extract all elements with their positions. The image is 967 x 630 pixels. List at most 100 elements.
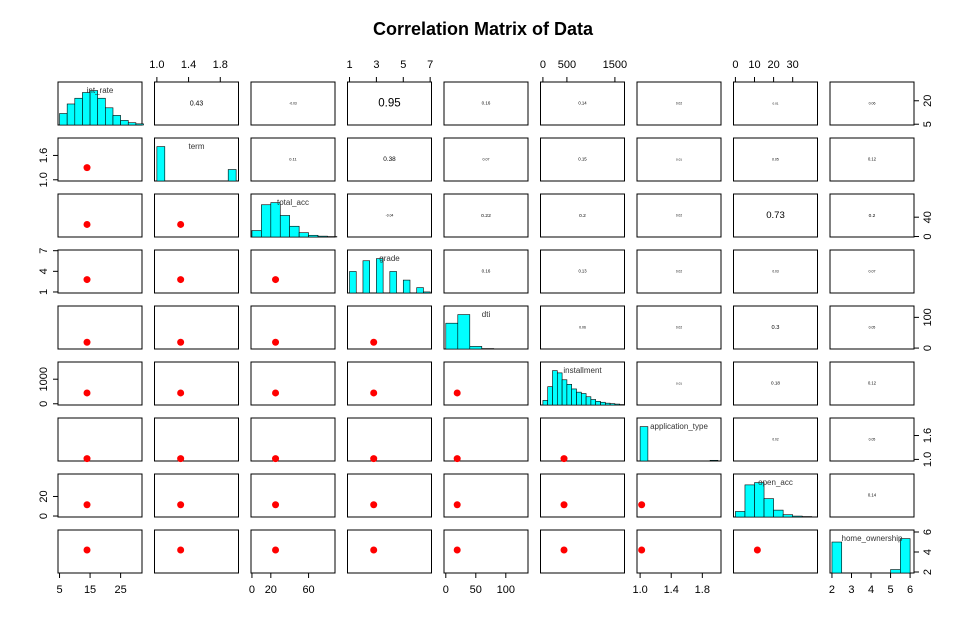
correlation: 0.3 <box>772 325 780 331</box>
histogram-bar <box>561 379 568 406</box>
correlation: 0.01 <box>773 101 779 105</box>
panel <box>636 361 722 406</box>
mean-point <box>560 455 568 463</box>
panel <box>540 137 625 182</box>
y-tick-label: 2 <box>922 569 934 575</box>
panel <box>250 361 336 406</box>
correlation: 0.2 <box>579 213 586 219</box>
variable-name: open_acc <box>758 478 793 487</box>
x-tick-label: 2 <box>829 584 835 596</box>
correlation: 0.73 <box>766 210 785 221</box>
correlation: 0.22 <box>481 213 491 219</box>
histogram-bar <box>376 258 384 294</box>
y-tick-label: 1.0 <box>38 172 50 187</box>
histogram-bar <box>469 346 483 350</box>
panel <box>57 473 143 518</box>
y-tick-label: 0 <box>38 513 50 519</box>
correlation: 0.01 <box>676 381 682 385</box>
correlation: 0.02 <box>772 437 778 441</box>
panel <box>154 529 239 574</box>
y-tick-label: 6 <box>922 529 934 535</box>
panel <box>347 529 432 574</box>
y-tick-label: 0 <box>922 233 934 239</box>
histogram-bar <box>552 370 558 406</box>
correlation: 0.07 <box>868 269 875 273</box>
histogram-bar <box>792 515 803 518</box>
panel <box>154 361 239 406</box>
correlation: 0.18 <box>771 381 780 386</box>
panel <box>57 417 143 462</box>
panel <box>733 305 818 350</box>
mean-point <box>370 389 378 397</box>
histogram-bar <box>600 401 606 406</box>
panel <box>347 473 432 518</box>
panel <box>636 249 722 294</box>
panel <box>540 305 625 350</box>
histogram-bar <box>754 482 765 518</box>
mean-point <box>177 455 185 463</box>
panel <box>443 529 529 574</box>
mean-point <box>83 276 91 284</box>
histogram-bar <box>595 401 601 406</box>
x-tick-label: 1.0 <box>632 584 647 596</box>
y-tick-label: 1000 <box>38 367 50 391</box>
histogram-bar <box>709 459 719 462</box>
mean-point <box>453 389 461 397</box>
panel <box>443 417 529 462</box>
x-tick-label: 60 <box>302 584 314 596</box>
panel <box>154 81 239 126</box>
histogram-bar <box>744 484 755 518</box>
y-tick-label: 20 <box>38 490 50 502</box>
mean-point <box>83 501 91 509</box>
mean-point <box>272 501 280 509</box>
panel <box>154 417 239 462</box>
correlation: 0.14 <box>578 101 587 106</box>
correlation: 0.06 <box>869 101 876 105</box>
histogram-bar <box>127 122 137 126</box>
variable-name: installment <box>563 366 602 375</box>
x-tick-label: 6 <box>907 584 913 596</box>
mean-point <box>560 501 568 509</box>
panel <box>347 137 432 182</box>
panel <box>540 249 625 294</box>
histogram-bar <box>105 107 114 126</box>
mean-point <box>370 501 378 509</box>
mean-point <box>83 164 91 172</box>
correlation: 0.01 <box>676 157 682 161</box>
correlation: 0.02 <box>676 325 682 329</box>
y-tick-label: 1.0 <box>922 452 934 467</box>
histogram-bar <box>120 120 129 126</box>
histogram-bar <box>261 204 272 238</box>
histogram-bar <box>227 169 237 182</box>
panel <box>636 305 722 350</box>
y-tick-label: 4 <box>922 549 934 555</box>
x-tick-label: 50 <box>470 584 482 596</box>
x-tick-label: 7 <box>427 59 433 71</box>
correlation: 0.16 <box>482 269 491 274</box>
correlation: 0.2 <box>869 213 876 219</box>
histogram-bar <box>782 514 793 518</box>
mean-point <box>272 546 280 554</box>
variable-name: total_acc <box>277 198 309 207</box>
mean-point <box>177 546 185 554</box>
histogram-bar <box>362 260 370 294</box>
histogram-bar <box>590 399 597 406</box>
histogram-bar <box>609 403 616 406</box>
y-tick-label: 20 <box>922 95 934 107</box>
histogram-bar <box>445 322 459 350</box>
panel <box>829 361 915 406</box>
histogram-bar <box>773 509 784 518</box>
histogram-bar <box>317 235 328 238</box>
histogram-bar <box>389 271 397 294</box>
panel <box>733 193 818 238</box>
y-tick-label: 5 <box>922 121 934 127</box>
variable-name: int_rate <box>87 86 114 95</box>
correlation: -0.04 <box>386 213 394 217</box>
panel <box>250 81 336 126</box>
correlation: 0.15 <box>578 157 587 162</box>
histogram-bar <box>298 232 309 238</box>
histogram-bar <box>900 538 911 574</box>
correlation: 0.02 <box>676 101 682 105</box>
correlation: 0.12 <box>868 157 877 162</box>
panel <box>540 81 625 126</box>
